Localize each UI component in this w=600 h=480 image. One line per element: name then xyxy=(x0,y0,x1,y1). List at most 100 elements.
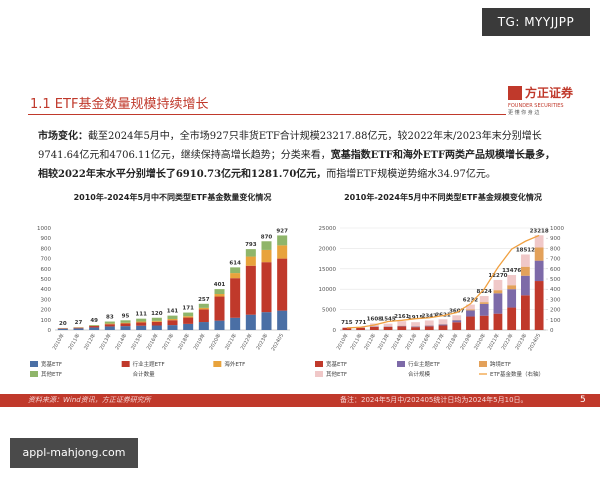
bar-segment xyxy=(438,319,448,325)
x-tick-label: 2023年 xyxy=(255,332,270,351)
total-label: 13476 xyxy=(502,268,521,274)
bar-segment xyxy=(120,323,131,327)
y-tick-label: 20000 xyxy=(319,246,337,252)
para-text: 截至2024年5月中，全市场927只非货ETF合计规模23217.88亿元，较2… xyxy=(88,131,542,142)
bar-segment xyxy=(167,325,178,330)
bar-segment xyxy=(342,327,352,330)
total-label: 2347 xyxy=(422,313,437,319)
x-tick-label: 2014年 xyxy=(114,332,129,351)
y-tick-label: 1000 xyxy=(37,226,51,232)
x-tick-label: 2016年 xyxy=(417,332,432,351)
para-text: 而指增ETF规模逆势缩水34.97亿元。 xyxy=(326,169,496,180)
total-label: 870 xyxy=(261,234,273,240)
bar-segment xyxy=(57,328,68,329)
bar-segment xyxy=(479,296,489,303)
logo-name: 方正证券 xyxy=(525,86,574,100)
bar-segment xyxy=(198,322,209,330)
bar-segment xyxy=(507,307,517,330)
x-tick-label: 2021年 xyxy=(223,332,238,351)
bar-segment xyxy=(493,279,503,291)
y2-tick-label: 900 xyxy=(550,236,561,242)
legend-label: 宽基ETF xyxy=(326,360,347,368)
x-tick-label: 2015年 xyxy=(404,332,419,351)
bar-segment xyxy=(183,316,194,318)
bar-segment xyxy=(438,324,448,326)
bar-segment xyxy=(136,322,147,326)
y-tick-label: 800 xyxy=(41,246,52,252)
y-tick-label: 300 xyxy=(41,297,52,303)
total-label: 27 xyxy=(75,320,83,326)
y-tick-label: 200 xyxy=(41,308,52,314)
total-label: 23218 xyxy=(530,228,549,234)
total-label: 12270 xyxy=(488,273,507,279)
total-label: 20 xyxy=(59,321,67,327)
total-label: 927 xyxy=(276,228,288,234)
x-tick-label: 202405 xyxy=(527,333,542,353)
x-tick-label: 2020年 xyxy=(208,332,223,351)
para-label: 市场变化： xyxy=(38,131,88,142)
bar-segment xyxy=(89,327,100,330)
bar-segment xyxy=(120,326,131,330)
y-tick-label: 0 xyxy=(48,328,52,334)
bar-segment xyxy=(167,318,178,321)
bar-segment xyxy=(136,318,147,322)
x-tick-label: 2013年 xyxy=(98,332,113,351)
bar-segment xyxy=(120,320,131,323)
y-tick-label: 5000 xyxy=(322,308,336,314)
bar-segment xyxy=(183,317,194,324)
total-label: 1545 xyxy=(380,317,395,323)
watermark: appl-mahjong.com xyxy=(10,438,138,468)
bar-segment xyxy=(277,310,288,330)
y-tick-label: 900 xyxy=(41,236,52,242)
logo-english: FOUNDER SECURITIES xyxy=(508,103,564,109)
bar-segment xyxy=(245,314,256,330)
bar-segment xyxy=(466,309,475,311)
x-tick-label: 2011年 xyxy=(67,332,82,351)
bar-segment xyxy=(104,323,115,325)
bar-segment xyxy=(230,278,241,318)
bar-segment xyxy=(277,235,288,246)
total-label: 18512 xyxy=(516,247,535,253)
legend-swatch xyxy=(30,361,38,367)
bar-segment xyxy=(452,320,462,323)
bar-segment xyxy=(230,317,241,330)
bar-segment xyxy=(521,295,530,330)
bar-segment xyxy=(438,325,448,330)
bar-segment xyxy=(151,317,162,321)
bar-segment xyxy=(136,321,147,323)
total-label: 49 xyxy=(90,318,98,324)
total-label: 141 xyxy=(167,309,179,315)
bar-segment xyxy=(151,320,162,322)
bar-segment xyxy=(230,273,241,279)
page-number: 5 xyxy=(580,395,586,405)
x-tick-label: 2010年 xyxy=(51,332,66,351)
bar-segment xyxy=(261,249,272,263)
bar-segment xyxy=(369,326,379,330)
bar-segment xyxy=(214,296,225,321)
bar-segment xyxy=(73,327,84,329)
bar-segment xyxy=(507,285,517,290)
total-label: 6232 xyxy=(463,298,478,304)
legend-label: ETF基金数量（右轴） xyxy=(490,370,544,378)
bar-segment xyxy=(277,245,288,259)
bar-segment xyxy=(151,321,162,326)
total-label: 793 xyxy=(245,242,257,248)
bar-segment xyxy=(214,320,225,330)
x-tick-label: 2020年 xyxy=(472,332,487,351)
bar-segment xyxy=(261,262,272,313)
bar-segment xyxy=(245,249,256,257)
bar-segment xyxy=(534,281,544,330)
bar-segment xyxy=(424,320,434,326)
total-label: 171 xyxy=(182,306,194,312)
x-tick-label: 2018年 xyxy=(176,332,191,351)
legend-swatch xyxy=(479,361,487,367)
legend-label: 合计数量 xyxy=(133,370,156,378)
bar-segment xyxy=(411,327,420,330)
x-tick-label: 2017年 xyxy=(161,332,176,351)
heading-rule xyxy=(28,114,506,115)
bar-segment xyxy=(479,302,489,304)
source: 资料来源：Wind资讯，方正证券研究所 xyxy=(28,396,151,404)
bar-segment xyxy=(136,325,147,330)
